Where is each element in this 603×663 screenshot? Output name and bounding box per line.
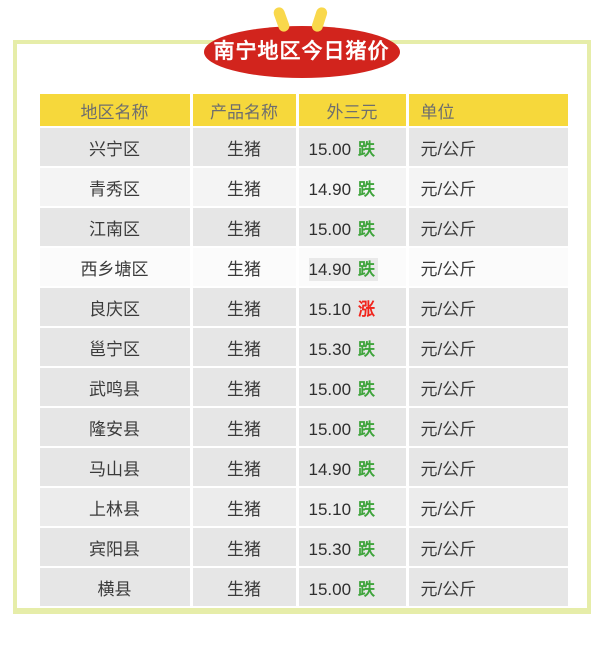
product-cell: 生猪 bbox=[192, 368, 296, 406]
table-row: 邕宁区 生猪 15.30 跌 元/公斤 bbox=[39, 328, 568, 366]
table-row: 青秀区 生猪 14.90 跌 元/公斤 bbox=[39, 168, 568, 206]
price-cell: 15.00 跌 bbox=[298, 408, 406, 446]
col-header-product: 产品名称 bbox=[192, 94, 296, 126]
table-row: 隆安县 生猪 15.00 跌 元/公斤 bbox=[39, 408, 568, 446]
price-cell: 15.30 跌 bbox=[298, 528, 406, 566]
price-cell: 15.00 跌 bbox=[298, 208, 406, 246]
region-cell: 邕宁区 bbox=[39, 328, 190, 366]
price-cell: 14.90 跌 bbox=[298, 248, 406, 286]
table-row: 武鸣县 生猪 15.00 跌 元/公斤 bbox=[39, 368, 568, 406]
product-cell: 生猪 bbox=[192, 248, 296, 286]
trend-label: 跌 bbox=[358, 259, 376, 279]
unit-cell: 元/公斤 bbox=[408, 408, 568, 446]
table-row: 西乡塘区 生猪 14.90 跌 元/公斤 bbox=[39, 248, 568, 286]
price-cell: 14.90 跌 bbox=[298, 168, 406, 206]
trend-label: 跌 bbox=[358, 379, 376, 399]
price-value: 14.90 bbox=[308, 259, 352, 279]
col-header-unit: 单位 bbox=[408, 94, 568, 126]
region-cell: 武鸣县 bbox=[39, 368, 190, 406]
trend-label: 跌 bbox=[358, 339, 376, 359]
trend-label: 跌 bbox=[358, 179, 376, 199]
product-cell: 生猪 bbox=[192, 208, 296, 246]
title-badge-group: 南宁地区今日猪价 bbox=[203, 5, 400, 78]
trend-label: 跌 bbox=[358, 219, 376, 239]
col-header-region: 地区名称 bbox=[39, 94, 190, 126]
region-cell: 隆安县 bbox=[39, 408, 190, 446]
unit-cell: 元/公斤 bbox=[408, 208, 568, 246]
trend-label: 跌 bbox=[358, 459, 376, 479]
price-cell: 15.00 跌 bbox=[298, 568, 406, 606]
price-value: 14.90 bbox=[308, 179, 352, 199]
price-value: 14.90 bbox=[308, 459, 352, 479]
unit-cell: 元/公斤 bbox=[408, 288, 568, 326]
price-value: 15.00 bbox=[308, 379, 352, 399]
region-cell: 横县 bbox=[39, 568, 190, 606]
price-value: 15.30 bbox=[308, 339, 352, 359]
page-title: 南宁地区今日猪价 bbox=[203, 26, 400, 78]
region-cell: 马山县 bbox=[39, 448, 190, 486]
unit-cell: 元/公斤 bbox=[408, 568, 568, 606]
region-cell: 西乡塘区 bbox=[39, 248, 190, 286]
table-row: 兴宁区 生猪 15.00 跌 元/公斤 bbox=[39, 128, 568, 166]
region-cell: 上林县 bbox=[39, 488, 190, 526]
selected-price-highlight: 14.90 跌 bbox=[308, 257, 379, 281]
trend-label: 跌 bbox=[358, 539, 376, 559]
price-board: 南宁地区今日猪价 地区名称 产品名称 外三元 单位 兴宁区 生猪 15.00 跌元/公… bbox=[12, 5, 591, 614]
region-cell: 江南区 bbox=[39, 208, 190, 246]
price-value: 15.00 bbox=[308, 579, 352, 599]
price-cell: 15.10 跌 bbox=[298, 488, 406, 526]
region-cell: 兴宁区 bbox=[39, 128, 190, 166]
unit-cell: 元/公斤 bbox=[408, 168, 568, 206]
unit-cell: 元/公斤 bbox=[408, 368, 568, 406]
col-header-price: 外三元 bbox=[298, 94, 406, 126]
region-cell: 良庆区 bbox=[39, 288, 190, 326]
trend-label: 跌 bbox=[358, 499, 376, 519]
price-value: 15.00 bbox=[308, 419, 352, 439]
price-cell: 14.90 跌 bbox=[298, 448, 406, 486]
product-cell: 生猪 bbox=[192, 408, 296, 446]
price-table-body: 兴宁区 生猪 15.00 跌元/公斤 青秀区 生猪 14.90 跌元/公斤 江南区 生猪 15.00… bbox=[39, 128, 568, 606]
table-row: 江南区 生猪 15.00 跌 元/公斤 bbox=[39, 208, 568, 246]
price-cell: 15.00 跌 bbox=[298, 128, 406, 166]
price-table: 地区名称 产品名称 外三元 单位 兴宁区 生猪 15.00 跌元/公斤 青秀区 生猪 14.… bbox=[37, 92, 571, 608]
region-cell: 青秀区 bbox=[39, 168, 190, 206]
price-cell: 15.10 涨 bbox=[298, 288, 406, 326]
price-value: 15.10 bbox=[308, 499, 352, 519]
trend-label: 涨 bbox=[358, 299, 376, 319]
table-row: 上林县 生猪 15.10 跌 元/公斤 bbox=[39, 488, 568, 526]
product-cell: 生猪 bbox=[192, 168, 296, 206]
product-cell: 生猪 bbox=[192, 568, 296, 606]
product-cell: 生猪 bbox=[192, 288, 296, 326]
trend-label: 跌 bbox=[358, 419, 376, 439]
price-value: 15.00 bbox=[308, 139, 352, 159]
table-row: 马山县 生猪 14.90 跌 元/公斤 bbox=[39, 448, 568, 486]
trend-label: 跌 bbox=[358, 139, 376, 159]
product-cell: 生猪 bbox=[192, 488, 296, 526]
table-row: 良庆区 生猪 15.10 涨 元/公斤 bbox=[39, 288, 568, 326]
table-row: 横县 生猪 15.00 跌 元/公斤 bbox=[39, 568, 568, 606]
trend-label: 跌 bbox=[358, 579, 376, 599]
price-value: 15.30 bbox=[308, 539, 352, 559]
price-cell: 15.30 跌 bbox=[298, 328, 406, 366]
price-value: 15.00 bbox=[308, 219, 352, 239]
unit-cell: 元/公斤 bbox=[408, 128, 568, 166]
unit-cell: 元/公斤 bbox=[408, 528, 568, 566]
product-cell: 生猪 bbox=[192, 128, 296, 166]
product-cell: 生猪 bbox=[192, 328, 296, 366]
unit-cell: 元/公斤 bbox=[408, 328, 568, 366]
region-cell: 宾阳县 bbox=[39, 528, 190, 566]
product-cell: 生猪 bbox=[192, 528, 296, 566]
table-header-row: 地区名称 产品名称 外三元 单位 bbox=[39, 94, 568, 126]
price-cell: 15.00 跌 bbox=[298, 368, 406, 406]
product-cell: 生猪 bbox=[192, 448, 296, 486]
unit-cell: 元/公斤 bbox=[408, 248, 568, 286]
unit-cell: 元/公斤 bbox=[408, 488, 568, 526]
table-row: 宾阳县 生猪 15.30 跌 元/公斤 bbox=[39, 528, 568, 566]
unit-cell: 元/公斤 bbox=[408, 448, 568, 486]
price-value: 15.10 bbox=[308, 299, 352, 319]
